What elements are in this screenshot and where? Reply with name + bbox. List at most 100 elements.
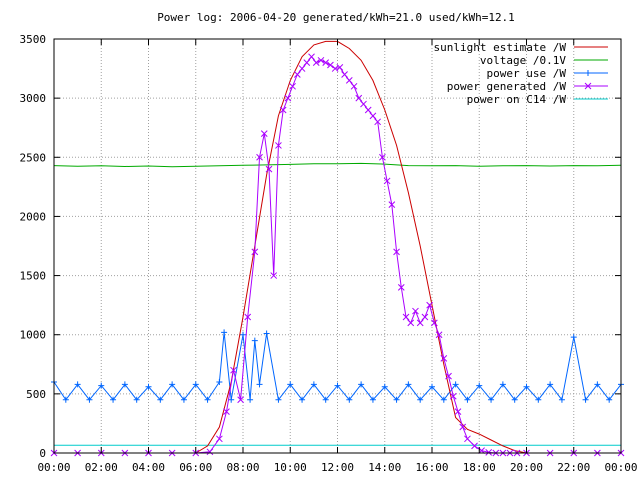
data-point [230,366,237,374]
y-tick-label: 2000 [20,210,47,223]
data-point [499,381,506,388]
data-point [244,313,252,321]
data-point [412,307,419,315]
x-tick-label: 14:00 [368,461,401,474]
data-point [279,106,287,114]
data-point [369,396,376,403]
data-point [523,383,530,390]
data-point [247,396,254,403]
x-tick-label: 00:00 [37,461,70,474]
data-point [558,396,565,403]
data-point [204,396,211,403]
legend-label: power use /W [487,67,567,80]
data-point [284,94,292,102]
data-point [471,442,478,450]
data-point [582,396,589,403]
data-point [452,381,459,388]
data-point [388,201,396,208]
x-tick-label: 22:00 [557,461,590,474]
data-point [594,381,601,388]
data-point [180,396,187,403]
data-point [535,396,542,403]
data-point [110,396,117,403]
data-point [336,64,344,71]
data-point [402,313,410,321]
y-tick-label: 3000 [20,92,47,105]
data-point [192,381,199,388]
data-point [275,142,282,149]
data-point [322,396,329,403]
legend-marker [585,70,591,76]
series-line [53,332,622,401]
data-point [251,337,258,344]
legend-marker [584,82,592,90]
data-point [355,94,363,102]
data-point [364,106,372,114]
data-point [322,59,330,67]
series-power-generated-w [50,53,625,457]
x-tick-label: 16:00 [415,461,448,474]
data-point [374,118,382,126]
data-point [251,248,259,256]
data-point [298,65,306,72]
y-tick-label: 1500 [20,270,47,283]
data-point [393,248,400,256]
data-point [346,396,353,403]
data-point [145,383,152,390]
data-point [265,165,273,173]
data-point [308,53,315,61]
series-layer [50,40,625,457]
data-point [435,331,443,339]
data-point [429,383,435,390]
y-tick-label: 500 [26,388,46,401]
data-point [228,396,235,403]
data-point [369,112,377,120]
data-point [303,59,311,67]
data-point [381,383,388,390]
data-point [459,423,467,431]
data-point [263,330,270,337]
data-point [260,130,268,137]
series-line [195,40,527,454]
data-point [358,381,365,388]
ticks: 00:00 02:00 04:00 06:00 08:00 10:00 12:00 14:00… [20,33,638,474]
data-point [449,392,457,400]
data-point [345,77,353,84]
data-point [133,396,140,403]
data-point [334,382,341,389]
data-point [221,329,228,336]
data-point [397,284,405,291]
data-point [421,313,429,321]
data-point [570,334,577,341]
series-sunlight-estimate-w [195,40,527,454]
data-point [216,379,223,386]
data-point [485,449,493,456]
data-point [416,319,424,327]
data-point [445,372,452,380]
data-point [327,61,334,69]
x-tick-label: 00:00 [604,461,637,474]
data-point [606,396,613,403]
legend-label: power on C14 /W [467,93,567,106]
data-point [393,396,400,403]
x-tick-label: 08:00 [226,461,259,474]
data-point [417,396,424,403]
data-point [157,396,164,403]
x-tick-label: 04:00 [132,461,165,474]
chart-title: Power log: 2006-04-20 generated/kWh=21.0… [157,11,515,24]
x-tick-label: 10:00 [274,461,307,474]
data-point [440,396,447,403]
data-point [216,435,223,443]
data-point [169,381,176,388]
data-point [426,301,433,309]
data-point [360,100,367,108]
data-point [293,71,301,78]
data-point [86,396,93,403]
data-point [223,408,230,415]
data-point [405,381,412,388]
data-point [317,56,325,64]
data-point [256,153,263,161]
